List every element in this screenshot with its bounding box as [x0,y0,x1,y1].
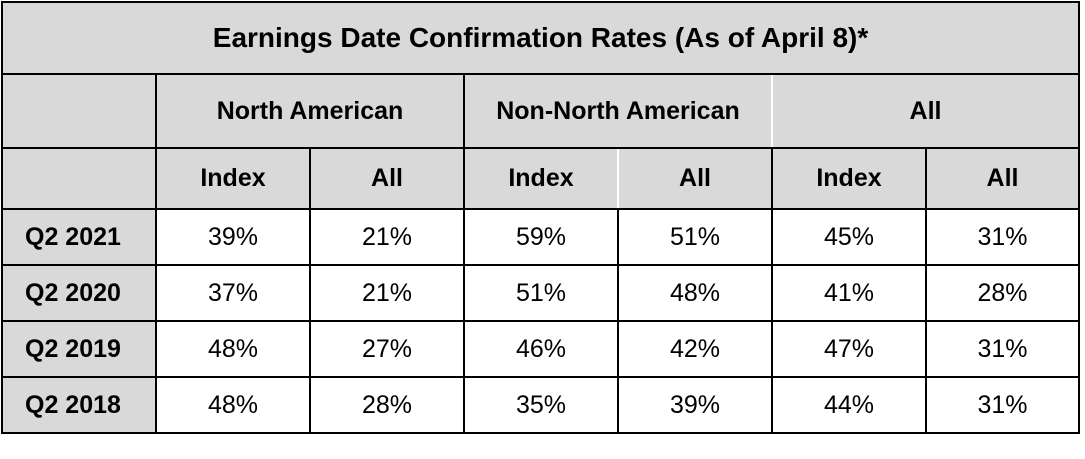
data-cell: 46% [463,320,619,378]
data-cell: 21% [309,208,465,266]
data-cell: 31% [924,320,1081,378]
data-cell: 44% [771,376,927,434]
data-cell: 48% [155,376,311,434]
group-header-all: All [770,73,1081,149]
data-cell: 37% [155,264,311,322]
corner-cell-2 [1,147,157,210]
table-title: Earnings Date Confirmation Rates (As of … [0,1,1081,75]
data-cell: 51% [463,264,619,322]
row-label: Q2 2018 [1,376,157,434]
data-cell: 47% [771,320,927,378]
data-cell: 39% [617,376,773,434]
data-cell: 35% [463,376,619,434]
table-row: Q2 2021 39% 21% 59% 51% 45% 31% [1,208,1081,266]
row-label: Q2 2020 [1,264,157,322]
data-cell: 48% [155,320,311,378]
subheader-all-index: Index [771,147,927,210]
data-cell: 45% [771,208,927,266]
subheader-nna-index: Index [463,147,619,210]
data-cell: 28% [309,376,465,434]
subheader-nna-all: All [617,147,773,210]
subheader-na-all: All [309,147,465,210]
data-cell: 28% [924,264,1081,322]
earnings-confirmation-table: Earnings Date Confirmation Rates (As of … [0,1,1081,434]
data-cell: 48% [617,264,773,322]
group-header-non-north-american: Non-North American [463,73,773,149]
row-label: Q2 2021 [1,208,157,266]
group-header-north-american: North American [155,73,465,149]
data-cell: 31% [924,376,1081,434]
row-label: Q2 2019 [1,320,157,378]
data-cell: 21% [309,264,465,322]
subheader-all-all: All [924,147,1081,210]
data-cell: 42% [617,320,773,378]
data-cell: 31% [924,208,1081,266]
data-cell: 27% [309,320,465,378]
subheader-na-index: Index [155,147,311,210]
table-row: Q2 2020 37% 21% 51% 48% 41% 28% [1,264,1081,322]
table-row: Q2 2019 48% 27% 46% 42% 47% 31% [1,320,1081,378]
table-row: Q2 2018 48% 28% 35% 39% 44% 31% [1,376,1081,434]
data-cell: 41% [771,264,927,322]
data-cell: 39% [155,208,311,266]
corner-cell [1,73,157,149]
data-cell: 51% [617,208,773,266]
data-cell: 59% [463,208,619,266]
